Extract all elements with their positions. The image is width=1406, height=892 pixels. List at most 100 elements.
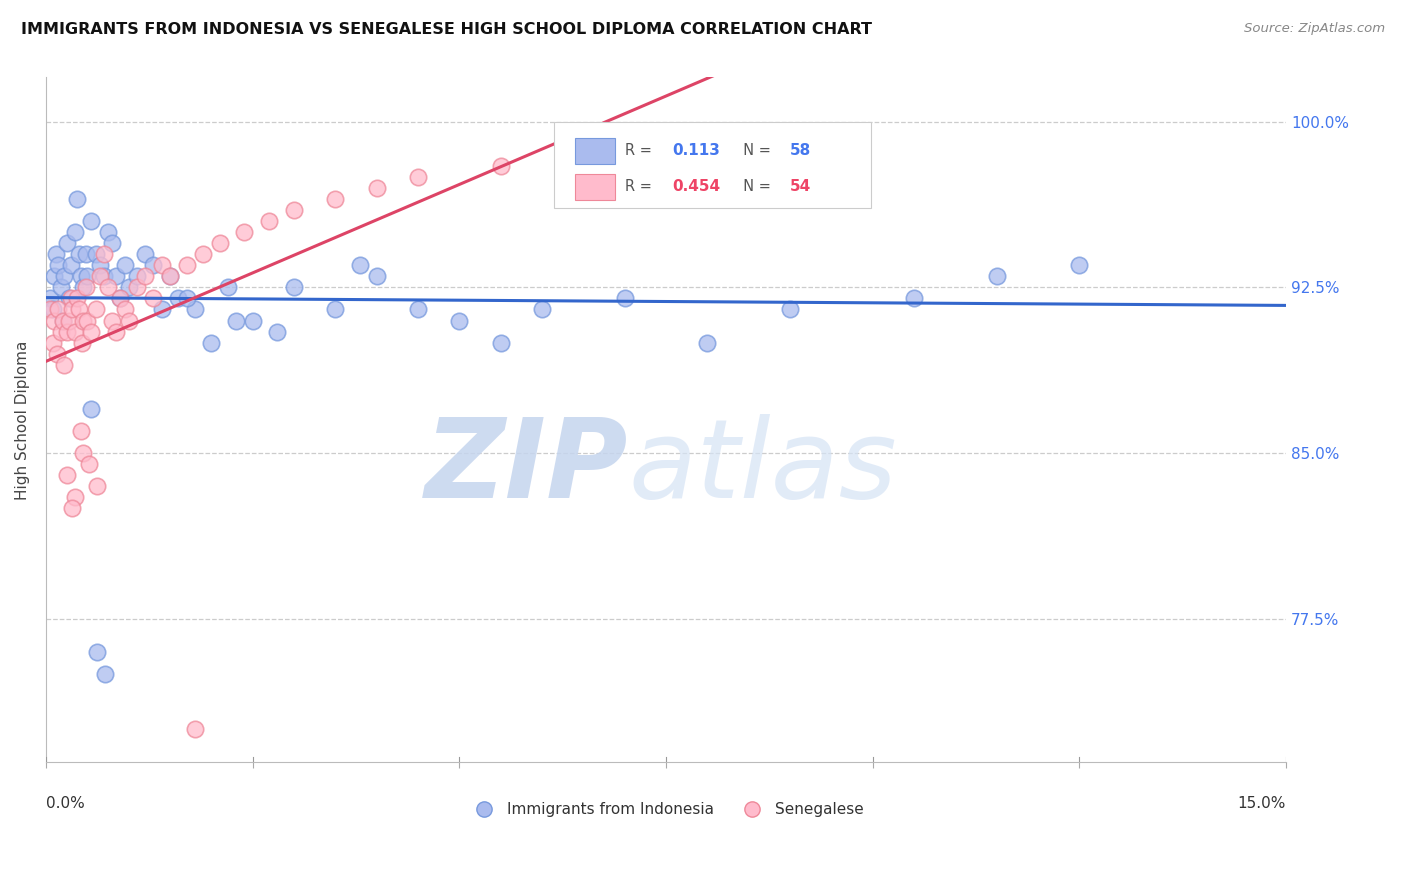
Immigrants from Indonesia: [366, 269, 388, 284]
Immigrants from Indonesia: [613, 292, 636, 306]
Immigrants from Indonesia: [80, 214, 103, 228]
Senegalese: [283, 202, 305, 217]
Text: 0.113: 0.113: [672, 143, 720, 158]
Immigrants from Indonesia: [72, 280, 94, 294]
Senegalese: [134, 269, 156, 284]
Senegalese: [44, 313, 66, 327]
Text: 58: 58: [790, 143, 811, 158]
Immigrants from Indonesia: [45, 247, 67, 261]
Senegalese: [62, 501, 84, 516]
Immigrants from Indonesia: [167, 292, 190, 306]
Immigrants from Indonesia: [55, 236, 77, 251]
Immigrants from Indonesia: [323, 302, 346, 317]
Senegalese: [655, 126, 678, 140]
Immigrants from Indonesia: [67, 247, 90, 261]
Immigrants from Indonesia: [39, 292, 62, 306]
Senegalese: [105, 325, 128, 339]
Immigrants from Indonesia: [406, 302, 429, 317]
Senegalese: [101, 313, 124, 327]
Senegalese: [366, 181, 388, 195]
Senegalese: [67, 302, 90, 317]
Immigrants from Indonesia: [696, 335, 718, 350]
Senegalese: [110, 292, 132, 306]
Senegalese: [142, 292, 165, 306]
Immigrants from Indonesia: [105, 269, 128, 284]
Senegalese: [84, 302, 107, 317]
Immigrants from Indonesia: [530, 302, 553, 317]
Senegalese: [48, 302, 70, 317]
Immigrants from Indonesia: [217, 280, 239, 294]
Immigrants from Indonesia: [58, 292, 80, 306]
Immigrants from Indonesia: [449, 313, 471, 327]
Immigrants from Indonesia: [84, 247, 107, 261]
Immigrants from Indonesia: [101, 236, 124, 251]
Text: N =: N =: [734, 143, 776, 158]
Immigrants from Indonesia: [159, 269, 181, 284]
Text: 0.0%: 0.0%: [46, 796, 84, 811]
Senegalese: [125, 280, 148, 294]
Immigrants from Indonesia: [184, 302, 207, 317]
Immigrants from Indonesia: [69, 269, 91, 284]
Immigrants from Indonesia: [41, 302, 63, 317]
Senegalese: [70, 335, 93, 350]
Senegalese: [97, 280, 120, 294]
Immigrants from Indonesia: [134, 247, 156, 261]
Legend: Immigrants from Indonesia, Senegalese: Immigrants from Indonesia, Senegalese: [463, 796, 869, 823]
Bar: [575, 137, 616, 163]
Senegalese: [117, 313, 139, 327]
Immigrants from Indonesia: [49, 280, 72, 294]
Senegalese: [489, 159, 512, 173]
Immigrants from Indonesia: [94, 667, 117, 681]
Senegalese: [72, 446, 94, 460]
Immigrants from Indonesia: [779, 302, 801, 317]
Senegalese: [208, 236, 231, 251]
Immigrants from Indonesia: [59, 258, 82, 272]
Immigrants from Indonesia: [903, 292, 925, 306]
Text: N =: N =: [734, 179, 776, 194]
Immigrants from Indonesia: [76, 269, 98, 284]
Senegalese: [86, 479, 108, 493]
Senegalese: [63, 490, 86, 504]
Senegalese: [77, 457, 100, 471]
Immigrants from Indonesia: [75, 247, 97, 261]
Immigrants from Indonesia: [89, 258, 111, 272]
Immigrants from Indonesia: [489, 335, 512, 350]
Senegalese: [63, 325, 86, 339]
Immigrants from Indonesia: [283, 280, 305, 294]
Immigrants from Indonesia: [66, 192, 89, 206]
FancyBboxPatch shape: [554, 122, 870, 208]
Immigrants from Indonesia: [51, 313, 73, 327]
Senegalese: [62, 302, 84, 317]
Senegalese: [55, 468, 77, 483]
Immigrants from Indonesia: [225, 313, 247, 327]
Text: Source: ZipAtlas.com: Source: ZipAtlas.com: [1244, 22, 1385, 36]
Senegalese: [53, 358, 76, 372]
Text: IMMIGRANTS FROM INDONESIA VS SENEGALESE HIGH SCHOOL DIPLOMA CORRELATION CHART: IMMIGRANTS FROM INDONESIA VS SENEGALESE …: [21, 22, 872, 37]
Immigrants from Indonesia: [125, 269, 148, 284]
Senegalese: [39, 302, 62, 317]
Senegalese: [51, 313, 73, 327]
Immigrants from Indonesia: [1069, 258, 1091, 272]
Text: 15.0%: 15.0%: [1237, 796, 1286, 811]
Text: ZIP: ZIP: [425, 415, 628, 522]
Senegalese: [89, 269, 111, 284]
Senegalese: [69, 424, 91, 438]
Immigrants from Indonesia: [86, 645, 108, 659]
Immigrants from Indonesia: [114, 258, 136, 272]
Immigrants from Indonesia: [176, 292, 198, 306]
Senegalese: [45, 346, 67, 360]
Immigrants from Indonesia: [242, 313, 264, 327]
Senegalese: [59, 292, 82, 306]
Senegalese: [323, 192, 346, 206]
Senegalese: [58, 313, 80, 327]
Immigrants from Indonesia: [53, 269, 76, 284]
Senegalese: [93, 247, 115, 261]
Immigrants from Indonesia: [200, 335, 222, 350]
Immigrants from Indonesia: [110, 292, 132, 306]
Text: 54: 54: [790, 179, 811, 194]
Text: 0.454: 0.454: [672, 179, 720, 194]
Senegalese: [66, 292, 89, 306]
Immigrants from Indonesia: [117, 280, 139, 294]
Immigrants from Indonesia: [986, 269, 1008, 284]
Immigrants from Indonesia: [97, 225, 120, 239]
